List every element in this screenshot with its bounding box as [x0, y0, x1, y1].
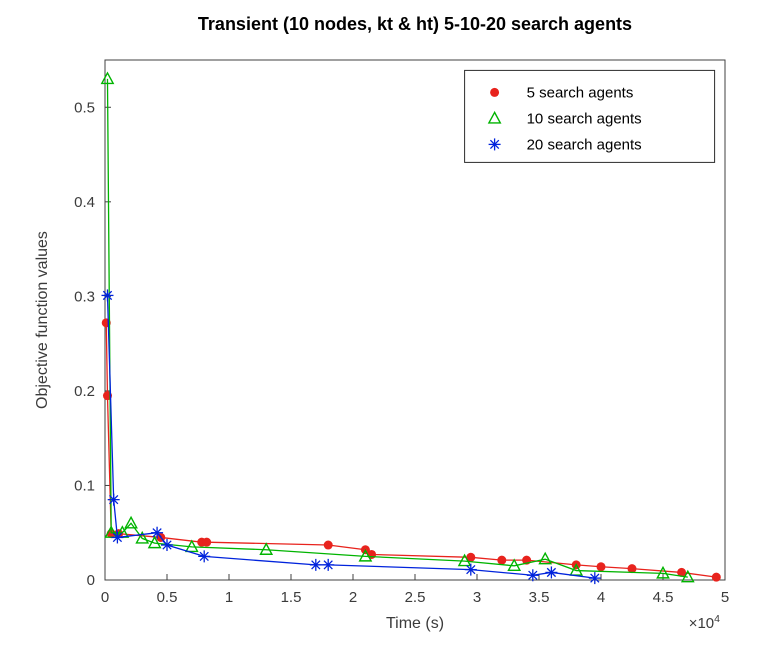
marker-dot	[202, 538, 211, 547]
marker-dot	[597, 562, 606, 571]
y-tick-label: 0.2	[74, 383, 95, 400]
marker-dot	[324, 541, 333, 550]
marker-asterisk	[161, 539, 173, 551]
chart-svg: Transient (10 nodes, kt & ht) 5-10-20 se…	[0, 0, 768, 661]
x-tick-label: 0	[101, 589, 109, 606]
x-tick-label: 5	[721, 589, 729, 606]
x-tick-label: 2	[349, 589, 357, 606]
legend-label: 20 search agents	[527, 136, 642, 153]
x-tick-label: 4	[597, 589, 605, 606]
legend-label: 5 search agents	[527, 84, 634, 101]
x-tick-label: 3.5	[529, 589, 550, 606]
x-tick-label: 0.5	[157, 589, 178, 606]
x-tick-label: 2.5	[405, 589, 426, 606]
legend: 5 search agents 10 search agents 20 search…	[465, 70, 715, 162]
y-tick-label: 0.1	[74, 477, 95, 494]
chart-container: Transient (10 nodes, kt & ht) 5-10-20 se…	[0, 0, 768, 661]
x-tick-label: 1	[225, 589, 233, 606]
marker-dot	[712, 573, 721, 582]
marker-dot	[490, 88, 499, 97]
marker-asterisk	[111, 531, 123, 543]
x-tick-label: 4.5	[653, 589, 674, 606]
x-axis-label: Time (s)	[386, 615, 444, 632]
chart-title: Transient (10 nodes, kt & ht) 5-10-20 se…	[198, 14, 632, 34]
marker-dot	[367, 550, 376, 559]
x-tick-label: 3	[473, 589, 481, 606]
x-tick-label: 1.5	[281, 589, 302, 606]
y-tick-label: 0.4	[74, 194, 95, 211]
y-axis-label: Objective function values	[34, 231, 51, 409]
y-tick-label: 0.5	[74, 99, 95, 116]
marker-dot	[497, 556, 506, 565]
y-tick-label: 0	[87, 572, 95, 589]
legend-label: 10 search agents	[527, 110, 642, 127]
marker-asterisk	[198, 550, 210, 562]
y-tick-label: 0.3	[74, 288, 95, 305]
marker-asterisk	[101, 289, 113, 301]
